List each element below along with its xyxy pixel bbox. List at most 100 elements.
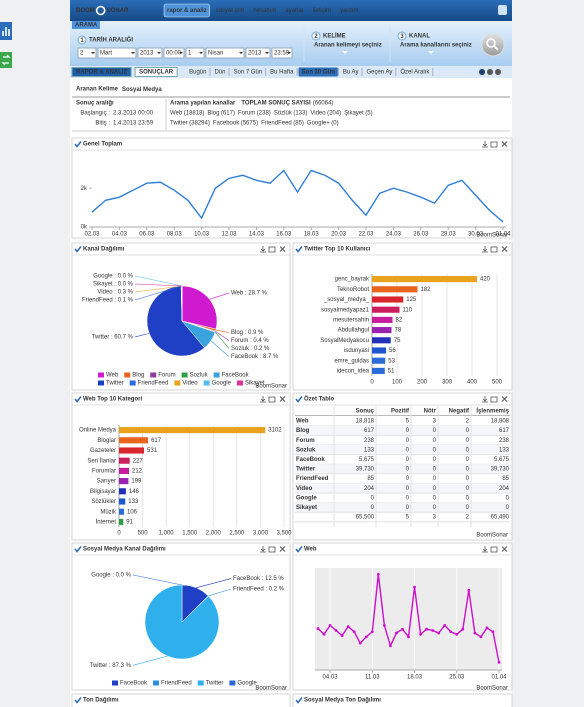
legend-swatch[interactable]: [174, 380, 181, 386]
download-icon[interactable]: [260, 546, 266, 553]
legend-label[interactable]: FriendFeed: [138, 381, 169, 387]
legend-swatch[interactable]: [112, 680, 118, 686]
print-icon[interactable]: [268, 546, 276, 553]
date-select[interactable]: [97, 47, 137, 59]
bar: [372, 286, 418, 293]
channel-name: Şikayet: [344, 111, 364, 117]
chart-credit: BoomSonar: [476, 233, 508, 239]
legend-swatch[interactable]: [203, 380, 210, 386]
range-tab[interactable]: Geçen Ay: [366, 70, 392, 76]
date-select[interactable]: [245, 47, 271, 59]
range-tab[interactable]: Bu Ay: [343, 70, 359, 76]
print-icon[interactable]: [490, 246, 498, 253]
legend-label[interactable]: Sozluk: [190, 373, 209, 379]
channel-count: (617): [221, 111, 235, 117]
table-cell: 133: [499, 447, 510, 453]
logo: SONAR: [107, 8, 129, 14]
legend-swatch[interactable]: [129, 380, 136, 386]
nav-item[interactable]: iletişim: [313, 8, 331, 14]
legend-label[interactable]: Twitter: [106, 381, 124, 387]
main-tab[interactable]: [71, 67, 132, 77]
point: [461, 627, 465, 631]
range-tab[interactable]: Bugün: [189, 70, 206, 76]
print-icon[interactable]: [490, 396, 498, 403]
date-select[interactable]: [185, 47, 205, 59]
pie-leader: [215, 331, 230, 341]
pie-label: Web : 28.7 %: [231, 291, 268, 297]
pie-leader: [214, 331, 230, 349]
table-cell: 65,500: [356, 515, 375, 521]
table-cell: 0: [406, 505, 410, 511]
download-icon[interactable]: [482, 396, 488, 403]
legend-label[interactable]: Web: [106, 373, 119, 379]
range-tab[interactable]: Özel Aralık: [400, 69, 430, 76]
legend-swatch[interactable]: [213, 372, 220, 378]
legend-swatch[interactable]: [98, 372, 104, 378]
legend-label[interactable]: FaceBook: [222, 373, 250, 379]
nav-item[interactable]: ayarlar: [285, 8, 303, 14]
tab-tool-icon[interactable]: [495, 69, 501, 75]
date-select[interactable]: [271, 47, 293, 59]
legend-label[interactable]: FaceBook: [120, 681, 148, 687]
legend-swatch[interactable]: [150, 372, 157, 378]
date-select[interactable]: [163, 47, 185, 59]
close-icon[interactable]: [501, 246, 508, 252]
nav-item[interactable]: yardım: [340, 8, 358, 14]
close-icon[interactable]: [501, 141, 508, 147]
download-icon[interactable]: [482, 546, 488, 553]
download-icon[interactable]: [482, 246, 488, 253]
legend-label[interactable]: Blog: [132, 373, 144, 379]
date-select[interactable]: [205, 47, 245, 59]
close-icon[interactable]: [279, 246, 286, 252]
legend-swatch[interactable]: [181, 372, 188, 378]
nav-item[interactable]: hesabım: [253, 8, 276, 14]
point: [413, 585, 416, 589]
legend-label[interactable]: Google: [237, 681, 257, 687]
legend-label[interactable]: Sikayet: [245, 381, 265, 387]
print-icon[interactable]: [268, 246, 276, 253]
start-value: 2.3.2013 00:00: [113, 111, 154, 117]
date-select[interactable]: [137, 47, 163, 59]
legend-swatch[interactable]: [153, 680, 160, 686]
chart-credit: BoomSonar: [255, 686, 287, 692]
start-label: Başlangıç :: [80, 111, 110, 117]
download-icon[interactable]: [482, 141, 488, 148]
close-icon[interactable]: [501, 546, 508, 552]
legend-swatch[interactable]: [98, 380, 104, 386]
tab-tool-icon[interactable]: [479, 69, 485, 75]
legend-label[interactable]: FriendFeed: [161, 681, 192, 687]
nav-user-icon[interactable]: [498, 5, 507, 15]
main-tab[interactable]: [134, 67, 178, 77]
date-select[interactable]: [77, 47, 97, 59]
print-icon[interactable]: [490, 141, 498, 148]
range-tab-bg[interactable]: [298, 67, 338, 77]
side-sync-icon[interactable]: [0, 52, 12, 68]
search-button[interactable]: [481, 33, 505, 57]
legend-label[interactable]: Video: [182, 381, 198, 387]
legend-swatch[interactable]: [236, 380, 243, 386]
nav-item[interactable]: sosyal crm: [216, 8, 245, 14]
legend-swatch[interactable]: [197, 680, 204, 686]
tab-tool-icon[interactable]: [487, 69, 493, 75]
legend-swatch[interactable]: [229, 680, 236, 686]
legend-label[interactable]: Google: [212, 381, 232, 387]
print-icon[interactable]: [268, 396, 276, 403]
table-cell: 0: [466, 447, 470, 453]
range-tab[interactable]: Son 7 Gün: [233, 70, 262, 76]
legend-swatch[interactable]: [124, 372, 131, 378]
panel-check-icon: [74, 396, 82, 403]
close-icon[interactable]: [279, 546, 286, 552]
legend-label[interactable]: Twitter: [206, 681, 224, 687]
download-icon[interactable]: [260, 396, 266, 403]
print-icon[interactable]: [490, 546, 498, 553]
download-icon[interactable]: [260, 246, 266, 253]
legend-label[interactable]: Forum: [158, 373, 175, 379]
nav-item[interactable]: rapor & analiz: [167, 8, 207, 14]
range-tab[interactable]: Bu Hafta: [270, 70, 294, 76]
table-cell: 0: [466, 457, 470, 463]
close-icon[interactable]: [279, 396, 286, 402]
range-tab[interactable]: Son 30 Gün: [302, 70, 336, 76]
pie-leader: [134, 285, 182, 293]
close-icon[interactable]: [501, 396, 508, 402]
range-tab[interactable]: Dün: [214, 70, 225, 76]
